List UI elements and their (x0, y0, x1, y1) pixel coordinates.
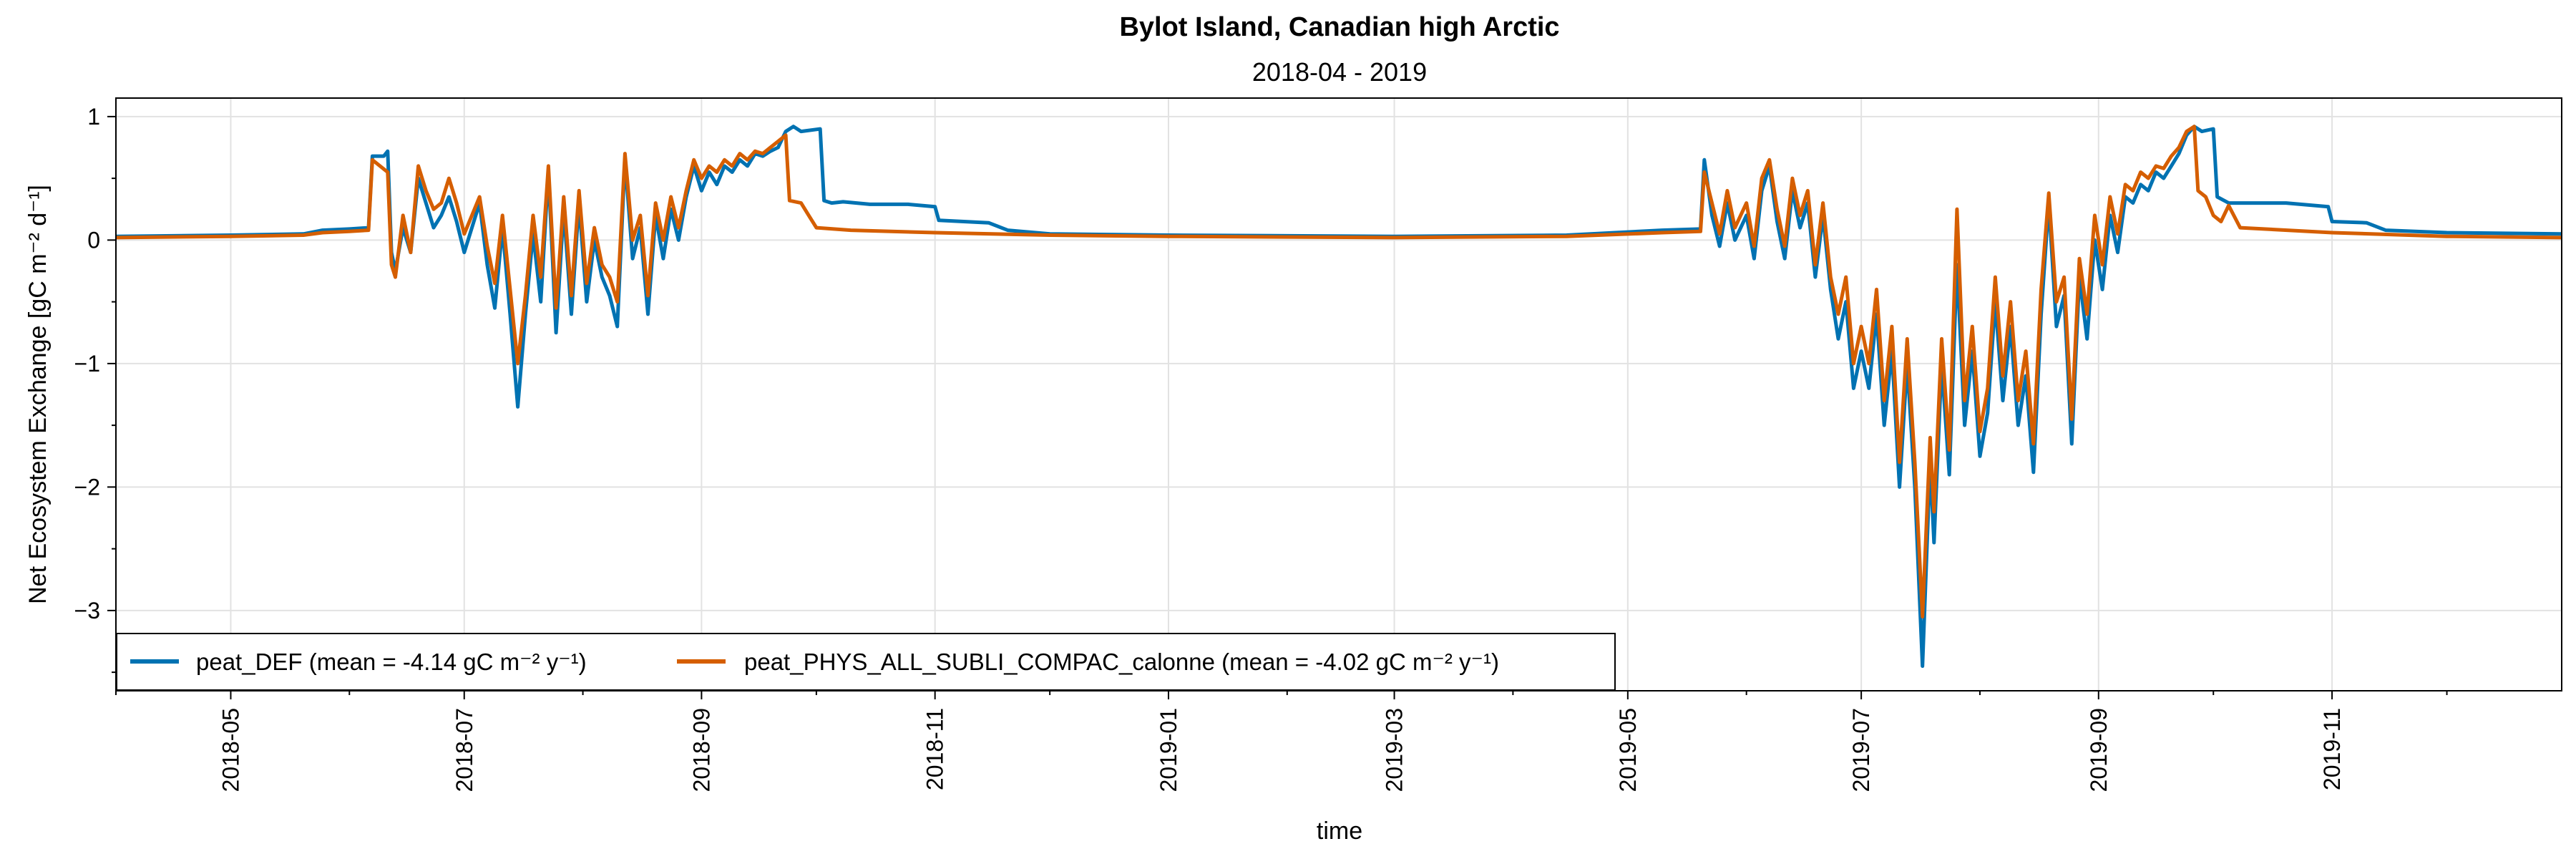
x-tick-label: 2018-07 (452, 708, 477, 792)
axis-ticks: 1 0 −1 −2 −3 2018-05 2018-07 2018-09 2018-11 2019… (74, 104, 2448, 792)
y-tick-label: −1 (74, 351, 100, 377)
series-line-0 (116, 125, 2562, 668)
legend: peat_DEF (mean = -4.14 gC m⁻² y⁻¹) peat_… (116, 633, 1616, 691)
x-tick-label: 2019-05 (1615, 708, 1641, 792)
x-tick-label: 2018-11 (922, 708, 948, 790)
y-axis-label: Net Ecosystem Exchange [gC m⁻² d⁻¹] (24, 185, 52, 604)
y-tick-label: −2 (74, 474, 100, 500)
grid (116, 98, 2562, 691)
chart-subtitle: 2018-04 - 2019 (1252, 57, 1427, 87)
y-tick-label: 1 (87, 104, 100, 130)
legend-label-peat-def: peat_DEF (mean = -4.14 gC m⁻² y⁻¹) (196, 649, 587, 675)
y-tick-label: −3 (74, 598, 100, 623)
x-tick-label: 2018-05 (218, 708, 243, 792)
chart-title: Bylot Island, Canadian high Arctic (1119, 12, 1559, 42)
x-tick-label: 2019-01 (1156, 708, 1181, 792)
plot-area-frame (115, 97, 2562, 691)
x-tick-label: 2019-03 (1382, 708, 1407, 792)
legend-label-peat-phys: peat_PHYS_ALL_SUBLI_COMPAC_calonne (mean… (744, 649, 1499, 675)
x-tick-label: 2019-09 (2086, 708, 2112, 792)
x-axis-label: time (1317, 817, 1362, 845)
legend-box (116, 633, 1616, 691)
y-tick-label: 0 (87, 227, 100, 253)
x-tick-label: 2018-09 (688, 708, 714, 792)
x-tick-label: 2019-07 (1848, 708, 1874, 792)
x-tick-label: 2019-11 (2319, 708, 2345, 790)
series-layer (116, 125, 2562, 668)
series-line-1 (116, 125, 2562, 618)
